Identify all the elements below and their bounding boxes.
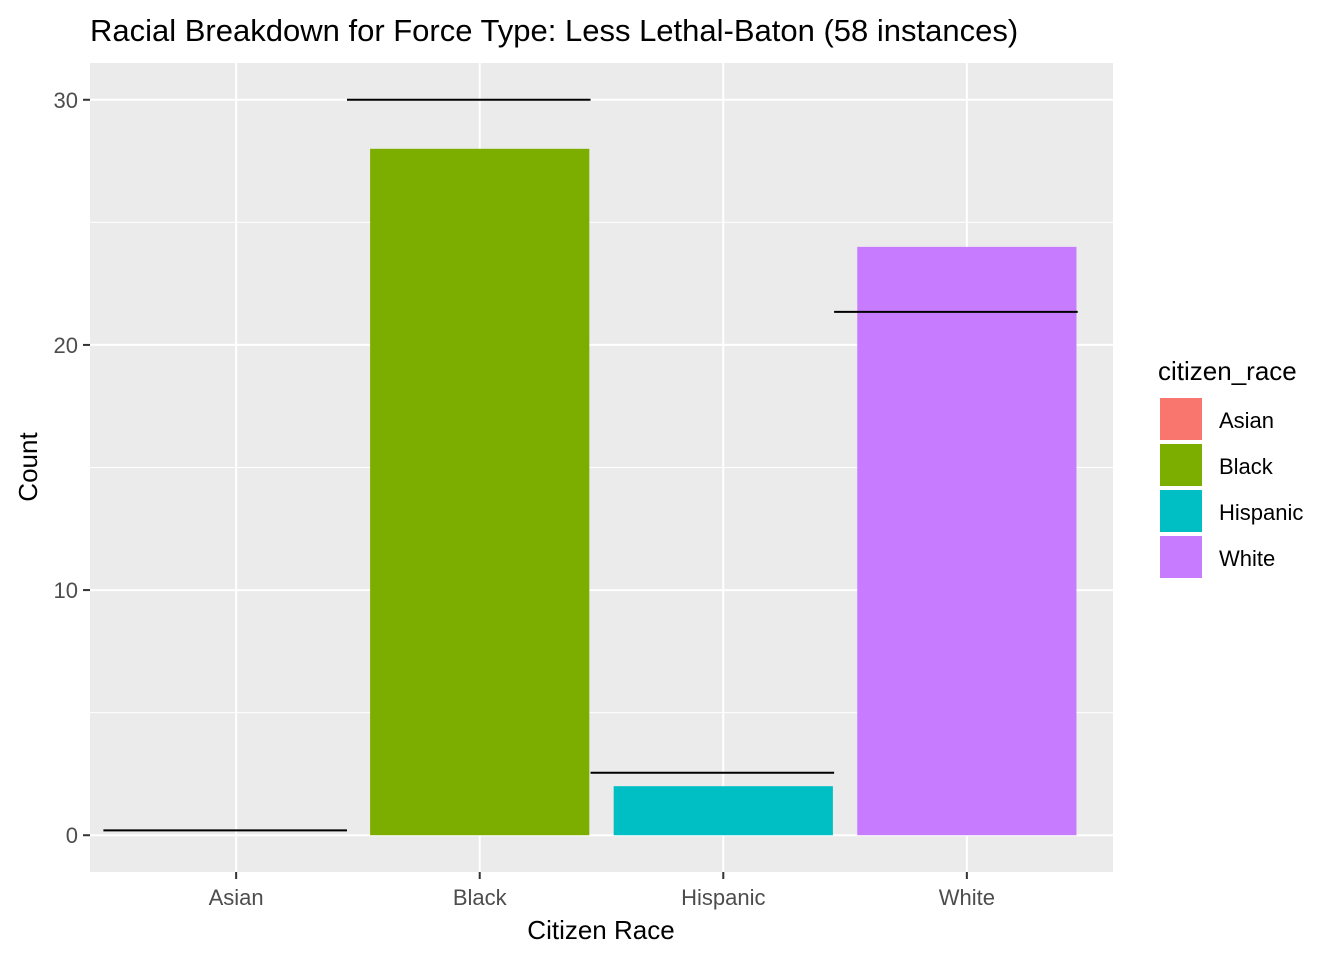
x-tick-label: Hispanic bbox=[681, 885, 765, 910]
x-tick-label: Asian bbox=[209, 885, 264, 910]
legend-swatch-hispanic bbox=[1160, 490, 1202, 532]
bar-white bbox=[857, 246, 1077, 836]
legend-swatch-black bbox=[1160, 444, 1202, 486]
x-axis: Asian Black Hispanic White bbox=[209, 872, 995, 910]
y-axis-title: Count bbox=[13, 432, 43, 502]
x-tick-label: Black bbox=[453, 885, 508, 910]
legend-label-asian: Asian bbox=[1219, 408, 1274, 433]
bars bbox=[370, 148, 1077, 836]
y-tick-label: 20 bbox=[54, 333, 78, 358]
legend-title: citizen_race bbox=[1158, 356, 1297, 386]
y-axis: 0 10 20 30 bbox=[54, 88, 90, 848]
legend-label-black: Black bbox=[1219, 454, 1274, 479]
chart-title: Racial Breakdown for Force Type: Less Le… bbox=[90, 13, 1018, 48]
legend-swatch-white bbox=[1160, 536, 1202, 578]
y-tick-label: 10 bbox=[54, 578, 78, 603]
x-tick-label: White bbox=[939, 885, 995, 910]
x-axis-title: Citizen Race bbox=[527, 915, 674, 945]
legend-label-hispanic: Hispanic bbox=[1219, 500, 1303, 525]
legend: citizen_race Asian Black Hispanic White bbox=[1158, 356, 1303, 578]
y-tick-label: 0 bbox=[66, 823, 78, 848]
y-tick-label: 30 bbox=[54, 88, 78, 113]
legend-label-white: White bbox=[1219, 546, 1275, 571]
legend-swatch-asian bbox=[1160, 398, 1202, 440]
reference-lines bbox=[103, 98, 1078, 832]
bar-hispanic bbox=[613, 786, 833, 836]
bar-black bbox=[370, 148, 590, 836]
